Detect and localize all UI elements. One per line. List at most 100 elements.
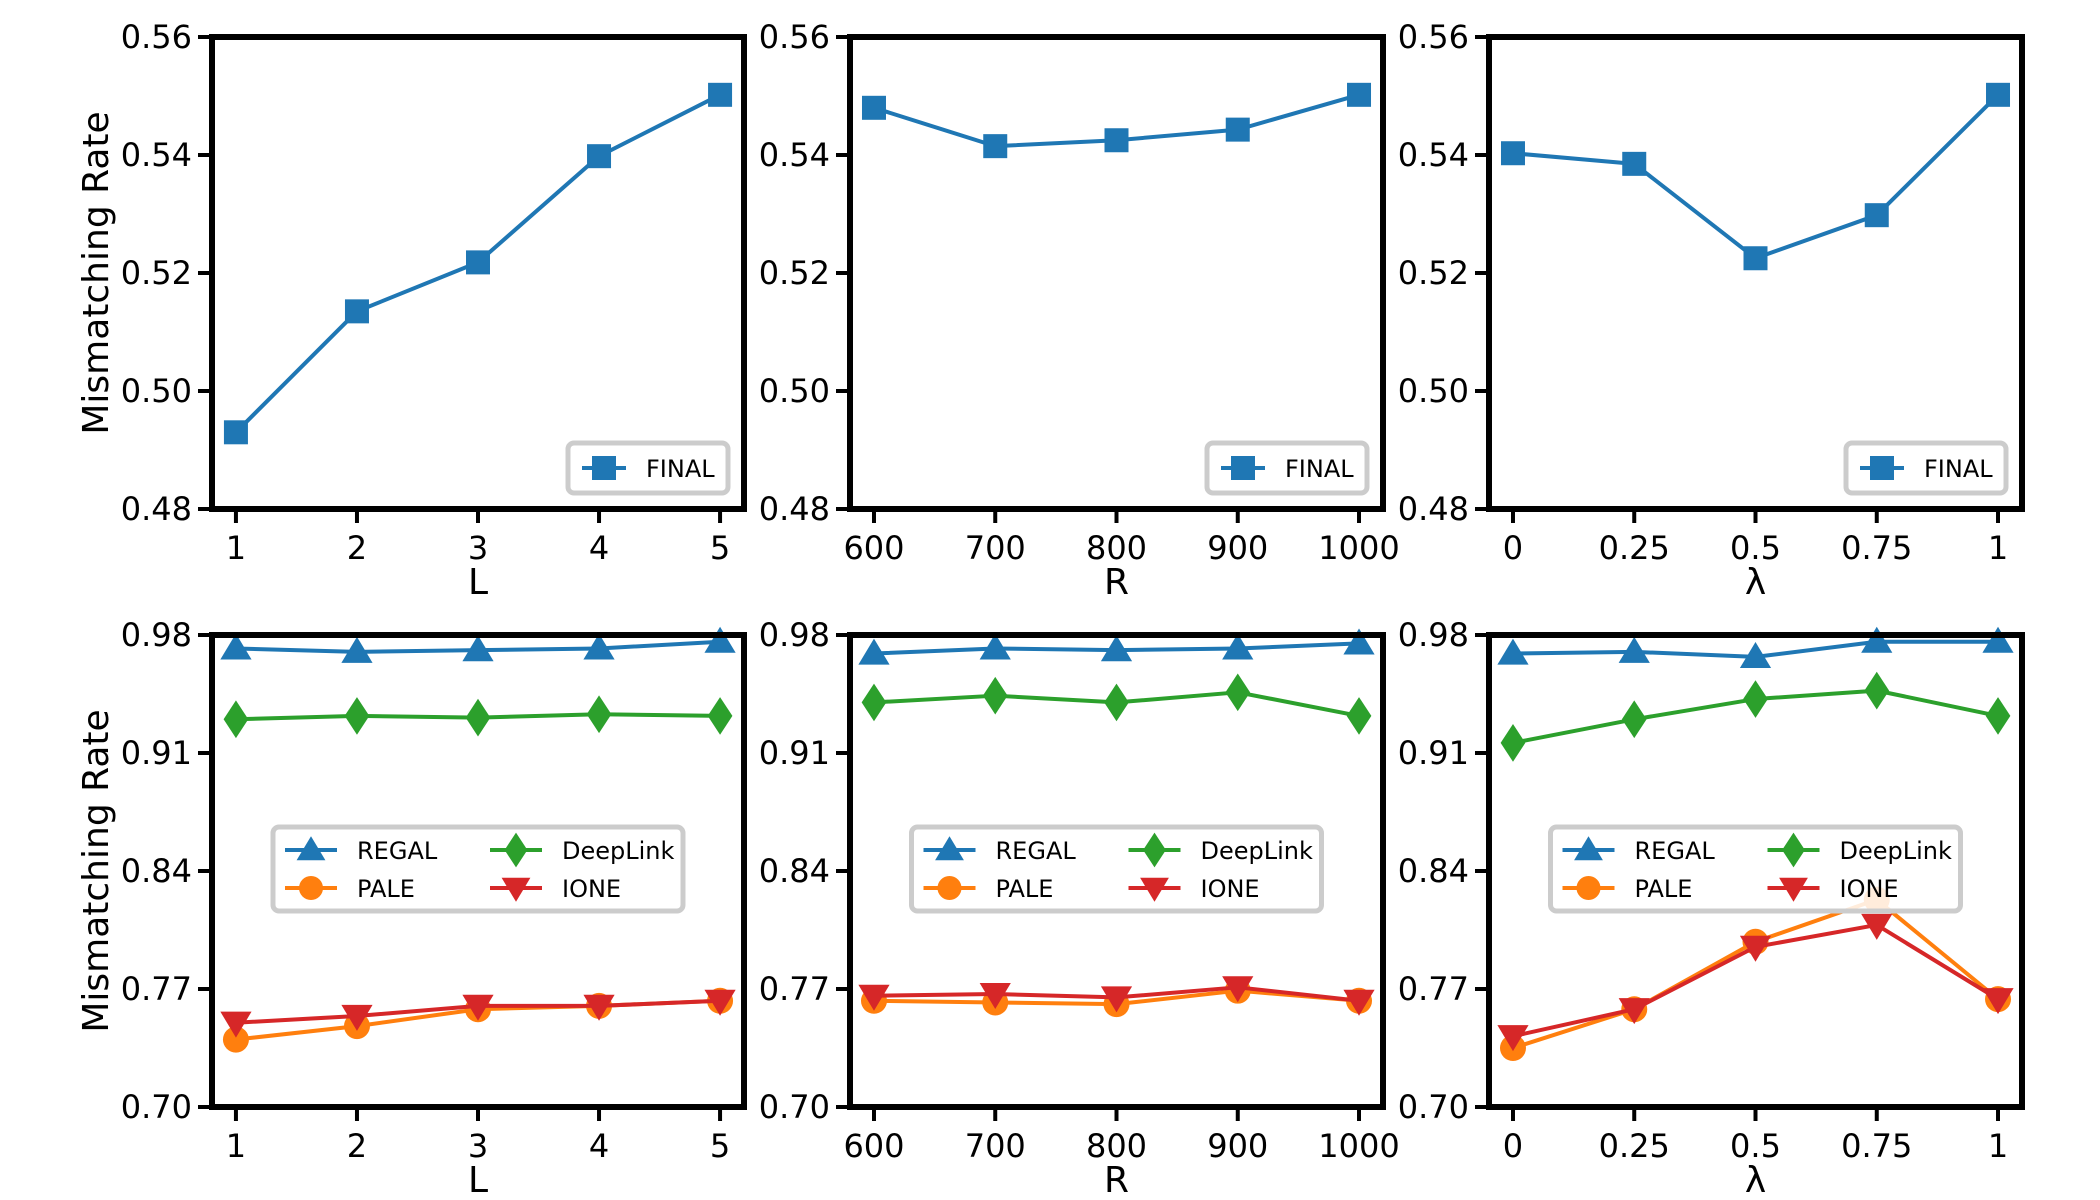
plot-frame — [1486, 34, 2025, 512]
legend-label: REGAL — [1635, 837, 1716, 865]
legend-marker-pale — [937, 876, 962, 900]
x-tick-label: 0.25 — [1599, 529, 1670, 567]
y-tick-label: 0.84 — [1398, 852, 1469, 890]
data-point-regal — [220, 633, 252, 660]
data-point-regal — [1497, 638, 1529, 665]
y-tick-label: 0.77 — [1398, 970, 1469, 1008]
legend-marker-pale — [299, 876, 323, 900]
y-tick-label: 0.54 — [1398, 136, 1469, 174]
data-point-final — [1622, 151, 1647, 176]
series-line-final — [1512, 93, 2000, 261]
data-point-final — [1743, 246, 1768, 271]
legend-marker-deeplink — [1782, 832, 1805, 868]
data-point-regal — [1739, 641, 1772, 668]
x-tick-label: 4 — [589, 529, 609, 567]
data-point-regal — [704, 626, 736, 653]
data-point-final — [466, 250, 490, 275]
x-tick-label: 900 — [1207, 529, 1268, 567]
data-point-deeplink — [223, 700, 249, 739]
y-tick-label: 0.98 — [1398, 616, 1469, 654]
x-tick-label: 0.75 — [1841, 1127, 1912, 1165]
y-tick-label: 0.84 — [759, 852, 830, 890]
data-point-final — [1104, 128, 1129, 153]
y-tick-label: 0.91 — [121, 734, 192, 772]
data-point-pale — [222, 1026, 249, 1053]
legend: REGAL PALE DeepLink IONE — [909, 824, 1324, 914]
data-point-final — [1225, 117, 1250, 142]
x-tick-label: 3 — [468, 529, 488, 567]
legend: REGAL PALE DeepLink IONE — [1548, 824, 1963, 914]
data-point-regal — [1343, 628, 1375, 655]
data-point-regal — [1982, 626, 2014, 653]
legend-marker-deeplink — [1143, 832, 1166, 868]
legend-label: DeepLink — [562, 837, 674, 865]
x-tick-label: 2 — [347, 529, 367, 567]
y-tick-label: 0.56 — [121, 18, 192, 56]
legend-marker-deeplink — [504, 832, 528, 868]
data-point-deeplink — [1985, 697, 2011, 735]
x-tick-label: 5 — [710, 529, 730, 567]
data-point-ione — [1222, 976, 1254, 1003]
chart-panel-1: 0.48 0.50 0.52 0.54 0.56 1 2 3 4 5 L Mismatching Ra… — [76, 18, 747, 603]
data-point-deeplink — [1621, 700, 1647, 739]
chart-panel-4: 0.70 0.77 0.84 0.91 0.98 1 2 3 4 5 L Mismatching Ra… — [76, 616, 747, 1200]
legend-marker-final — [1231, 456, 1255, 480]
x-tick-label: 0.5 — [1730, 529, 1781, 567]
x-tick-label: 5 — [710, 1127, 730, 1165]
y-tick-label: 0.50 — [759, 372, 830, 410]
y-tick-label: 0.48 — [1398, 490, 1469, 528]
y-tick-label: 0.98 — [759, 616, 830, 654]
x-tick-label: 0.75 — [1841, 529, 1912, 567]
legend-marker-regal — [296, 836, 326, 861]
legend-label: PALE — [357, 875, 415, 903]
plot-frame — [847, 632, 1386, 1110]
y-tick-label: 0.48 — [121, 490, 192, 528]
data-point-ione — [858, 984, 890, 1011]
legend-label: DeepLink — [1201, 837, 1313, 865]
data-point-deeplink — [1743, 680, 1768, 718]
legend: FINAL — [1204, 440, 1370, 496]
x-tick-label: 0.25 — [1599, 1127, 1670, 1165]
data-point-ione — [704, 989, 736, 1016]
legend: FINAL — [565, 440, 731, 496]
y-tick-label: 0.56 — [1398, 18, 1469, 56]
legend-marker-regal — [935, 836, 964, 861]
legend-label: PALE — [996, 875, 1054, 903]
legend-box — [270, 824, 686, 914]
data-point-ione — [1739, 935, 1772, 962]
data-point-deeplink — [1225, 673, 1251, 712]
legend: REGAL PALE DeepLink IONE — [270, 824, 686, 914]
data-point-ione — [1497, 1025, 1529, 1052]
data-point-deeplink — [1500, 724, 1526, 762]
x-axis-title: R — [1104, 562, 1129, 603]
chart-panel-3: 0.48 0.50 0.52 0.54 0.56 0 0.25 0.5 0.75 1 λ FINAL — [1398, 18, 2025, 603]
x-axis-title: λ — [1745, 562, 1766, 603]
data-point-final — [861, 95, 886, 120]
x-axis-title: L — [468, 562, 488, 603]
y-tick-label: 0.52 — [121, 254, 192, 292]
data-point-regal — [1222, 633, 1254, 660]
y-tick-label: 0.91 — [1398, 734, 1469, 772]
y-axis-title: Mismatching Rate — [76, 709, 117, 1032]
data-point-regal — [462, 635, 494, 662]
data-point-deeplink — [465, 698, 491, 737]
data-point-ione — [220, 1011, 252, 1038]
plot-frame — [847, 34, 1386, 512]
y-tick-label: 0.48 — [759, 490, 830, 528]
legend-label: DeepLink — [1840, 837, 1952, 865]
data-point-ione — [341, 1004, 373, 1031]
data-point-deeplink — [1104, 683, 1129, 722]
x-tick-label: 1000 — [1318, 529, 1399, 567]
data-point-final — [1986, 82, 2011, 107]
legend-box — [909, 824, 1324, 914]
series-line-pale — [1512, 897, 2000, 1050]
legend-marker-pale — [1576, 876, 1601, 900]
data-point-regal — [858, 638, 890, 665]
plot-frame — [209, 34, 747, 512]
y-tick-label: 0.50 — [1398, 372, 1469, 410]
legend-box — [565, 440, 731, 496]
x-axis-title: L — [468, 1160, 488, 1200]
x-tick-label: 1 — [226, 1127, 246, 1165]
x-tick-label: 600 — [843, 529, 904, 567]
